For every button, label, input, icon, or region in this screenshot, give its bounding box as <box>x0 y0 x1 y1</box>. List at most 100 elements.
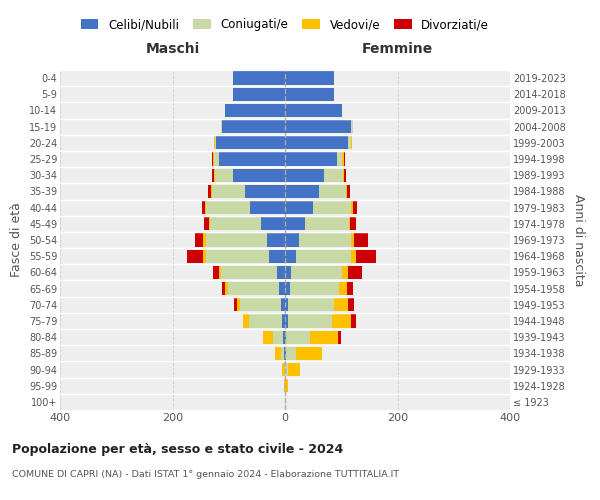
Bar <box>353 234 368 246</box>
Bar <box>214 168 215 182</box>
Bar <box>233 88 285 101</box>
Bar <box>202 201 205 214</box>
Bar <box>343 152 344 166</box>
Bar <box>347 282 353 295</box>
Bar <box>349 217 350 230</box>
Bar <box>290 282 339 295</box>
Bar <box>285 282 290 295</box>
Bar <box>250 201 285 214</box>
Bar <box>305 217 349 230</box>
Bar <box>348 298 353 312</box>
Bar <box>285 298 288 312</box>
Bar <box>285 266 290 279</box>
Bar <box>343 168 344 182</box>
Bar <box>286 330 310 344</box>
Bar <box>187 250 203 263</box>
Bar <box>285 363 288 376</box>
Bar <box>269 250 285 263</box>
Bar <box>281 346 284 360</box>
Bar <box>285 201 313 214</box>
Bar <box>285 379 288 392</box>
Bar <box>285 314 288 328</box>
Text: Popolazione per età, sesso e stato civile - 2024: Popolazione per età, sesso e stato civil… <box>12 442 343 456</box>
Bar <box>280 282 285 295</box>
Bar <box>213 152 214 166</box>
Bar <box>215 168 233 182</box>
Text: Femmine: Femmine <box>362 42 433 56</box>
Bar <box>206 250 269 263</box>
Bar <box>285 168 325 182</box>
Bar <box>275 346 281 360</box>
Bar <box>213 266 218 279</box>
Bar <box>217 136 285 149</box>
Bar <box>352 201 353 214</box>
Bar <box>285 217 305 230</box>
Bar <box>353 201 357 214</box>
Bar <box>290 266 343 279</box>
Bar <box>233 168 285 182</box>
Bar <box>282 363 285 376</box>
Bar <box>214 152 218 166</box>
Bar <box>352 120 353 134</box>
Bar <box>263 330 273 344</box>
Bar <box>245 185 285 198</box>
Bar <box>221 120 222 134</box>
Bar <box>214 136 215 149</box>
Bar <box>334 298 348 312</box>
Text: Maschi: Maschi <box>145 42 200 56</box>
Bar <box>285 185 319 198</box>
Bar <box>319 185 346 198</box>
Y-axis label: Fasce di età: Fasce di età <box>10 202 23 278</box>
Bar <box>310 330 338 344</box>
Bar <box>346 185 347 198</box>
Bar <box>240 298 281 312</box>
Bar <box>288 314 332 328</box>
Bar <box>205 201 206 214</box>
Bar <box>204 217 209 230</box>
Bar <box>285 330 286 344</box>
Text: COMUNE DI CAPRI (NA) - Dati ISTAT 1° gennaio 2024 - Elaborazione TUTTITALIA.IT: COMUNE DI CAPRI (NA) - Dati ISTAT 1° gen… <box>12 470 399 479</box>
Bar <box>338 330 341 344</box>
Bar <box>285 152 337 166</box>
Bar <box>212 152 213 166</box>
Bar <box>203 234 206 246</box>
Bar <box>286 346 296 360</box>
Bar <box>356 250 376 263</box>
Bar <box>296 346 322 360</box>
Bar <box>285 346 286 360</box>
Bar <box>221 266 277 279</box>
Bar <box>206 201 250 214</box>
Bar <box>348 266 362 279</box>
Bar <box>244 314 249 328</box>
Bar <box>212 185 245 198</box>
Bar <box>273 330 283 344</box>
Bar <box>227 282 280 295</box>
Bar <box>281 298 285 312</box>
Bar <box>351 136 352 149</box>
Bar <box>344 168 346 182</box>
Bar <box>285 104 343 117</box>
Bar <box>285 72 334 85</box>
Bar <box>285 234 299 246</box>
Bar <box>222 120 285 134</box>
Bar <box>347 185 350 198</box>
Bar <box>262 217 285 230</box>
Bar <box>348 136 351 149</box>
Bar <box>339 282 347 295</box>
Bar <box>212 168 214 182</box>
Bar <box>206 234 267 246</box>
Bar <box>235 298 237 312</box>
Bar <box>277 266 285 279</box>
Bar <box>285 136 348 149</box>
Y-axis label: Anni di nascita: Anni di nascita <box>572 194 585 286</box>
Bar <box>218 152 285 166</box>
Bar <box>284 346 285 360</box>
Bar <box>285 88 334 101</box>
Bar <box>203 250 206 263</box>
Bar <box>285 250 296 263</box>
Bar <box>332 314 352 328</box>
Bar <box>288 298 334 312</box>
Bar <box>352 250 356 263</box>
Bar <box>225 104 285 117</box>
Bar <box>343 266 348 279</box>
